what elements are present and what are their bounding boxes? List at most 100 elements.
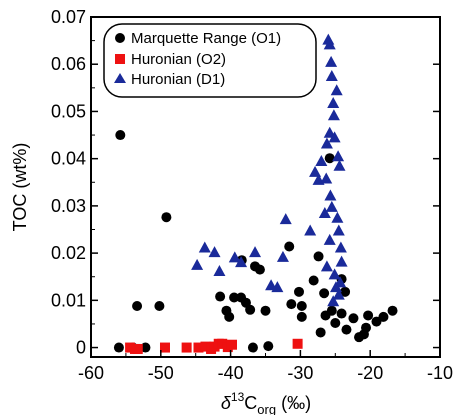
data-point-circle bbox=[378, 311, 389, 322]
data-point-circle bbox=[340, 286, 351, 297]
data-point-circle bbox=[324, 153, 335, 164]
y-axis-label: TOC (wt%) bbox=[10, 143, 30, 232]
data-point-circle bbox=[161, 212, 172, 223]
y-tick-label: 0.06 bbox=[51, 54, 86, 74]
data-point-circle bbox=[326, 305, 337, 316]
data-point-triangle bbox=[304, 224, 317, 236]
data-point-square bbox=[200, 341, 211, 352]
data-point-circle bbox=[336, 308, 347, 319]
data-point-triangle bbox=[335, 255, 348, 267]
x-tick-label: -40 bbox=[218, 363, 244, 383]
y-tick-label: 0.04 bbox=[51, 149, 86, 169]
data-point-triangle bbox=[334, 276, 347, 288]
data-point-triangle bbox=[320, 260, 333, 272]
x-label-sub: org bbox=[257, 402, 276, 415]
data-point-square bbox=[132, 343, 143, 354]
data-point-triangle bbox=[235, 256, 248, 268]
data-point-triangle bbox=[320, 172, 333, 184]
data-point-circle bbox=[140, 342, 151, 353]
data-point-triangle bbox=[328, 131, 341, 143]
legend-label-marquette: Marquette Range (O1) bbox=[131, 30, 281, 47]
x-tick-label: -60 bbox=[78, 363, 104, 383]
data-point-triangle bbox=[332, 224, 345, 236]
data-point-triangle bbox=[325, 200, 338, 212]
data-point-circle bbox=[308, 275, 319, 286]
data-marks bbox=[113, 33, 398, 354]
data-point-triangle bbox=[271, 281, 284, 293]
data-point-triangle bbox=[213, 265, 226, 277]
data-point-triangle bbox=[327, 96, 340, 108]
data-point-circle bbox=[254, 264, 265, 275]
x-label-unit: (‰) bbox=[276, 393, 311, 413]
data-point-circle bbox=[341, 324, 352, 335]
y-tick-label: 0.02 bbox=[51, 243, 86, 263]
data-point-triangle bbox=[228, 251, 241, 263]
x-axis: -60 -50 -40 -30 -20 -10 bbox=[78, 350, 453, 383]
data-point-circle bbox=[260, 305, 271, 316]
x-tick-label: -30 bbox=[287, 363, 313, 383]
data-point-triangle bbox=[331, 211, 344, 223]
data-point-circle bbox=[284, 241, 295, 252]
data-point-square bbox=[159, 342, 170, 353]
data-point-triangle bbox=[309, 165, 322, 177]
data-point-triangle bbox=[198, 241, 211, 253]
data-point-circle bbox=[387, 305, 398, 316]
x-tick-label: -10 bbox=[427, 363, 453, 383]
legend-marker-huronian-o2 bbox=[115, 54, 125, 64]
data-point-square bbox=[181, 342, 192, 353]
legend-label-huronian-o2: Huronian (O2) bbox=[131, 51, 226, 68]
data-point-circle bbox=[296, 301, 307, 311]
y-tick-label: 0.03 bbox=[51, 196, 86, 216]
x-label-main: C bbox=[244, 393, 257, 413]
data-point-triangle bbox=[327, 109, 340, 121]
x-axis-label: δ13Corg (‰) bbox=[221, 390, 311, 415]
data-point-circle bbox=[294, 286, 305, 297]
data-point-circle bbox=[263, 341, 274, 352]
data-point-triangle bbox=[328, 268, 341, 280]
data-point-circle bbox=[154, 301, 165, 311]
y-tick-label: 0.07 bbox=[51, 7, 86, 27]
data-point-circle bbox=[115, 130, 126, 141]
data-point-triangle bbox=[276, 250, 289, 262]
data-point-circle bbox=[371, 316, 382, 327]
data-point-triangle bbox=[279, 213, 292, 225]
x-label-delta: δ bbox=[221, 393, 232, 413]
data-point-triangle bbox=[191, 258, 204, 270]
data-point-triangle bbox=[324, 189, 337, 201]
data-point-circle bbox=[330, 318, 341, 328]
data-point-triangle bbox=[320, 137, 333, 149]
data-point-circle bbox=[361, 322, 372, 333]
data-point-triangle bbox=[323, 38, 336, 50]
data-point-triangle bbox=[318, 206, 331, 218]
data-point-circle bbox=[229, 292, 240, 303]
data-point-triangle bbox=[325, 70, 338, 82]
data-point-circle bbox=[224, 311, 235, 322]
data-point-circle bbox=[247, 342, 258, 353]
data-point-triangle bbox=[333, 159, 346, 171]
data-point-triangle bbox=[332, 288, 345, 300]
legend-box bbox=[103, 23, 317, 98]
data-point-circle bbox=[132, 301, 143, 311]
y-tick-label: 0.05 bbox=[51, 101, 86, 121]
x-tick-label: -20 bbox=[357, 363, 383, 383]
data-point-circle bbox=[296, 311, 307, 322]
legend-marker-huronian-d1 bbox=[114, 73, 126, 83]
data-point-triangle bbox=[315, 155, 328, 167]
data-point-circle bbox=[315, 327, 326, 338]
data-point-triangle bbox=[332, 150, 345, 162]
data-point-square bbox=[193, 342, 204, 353]
legend-label-huronian-d1: Huronian (D1) bbox=[131, 71, 225, 88]
data-point-circle bbox=[313, 251, 324, 262]
data-point-triangle bbox=[208, 246, 221, 258]
data-point-triangle bbox=[334, 241, 347, 253]
data-point-square bbox=[292, 338, 303, 349]
data-point-triangle bbox=[330, 84, 343, 96]
data-point-square bbox=[217, 338, 228, 349]
x-tick-label: -50 bbox=[148, 363, 174, 383]
data-point-triangle bbox=[249, 246, 262, 258]
data-point-circle bbox=[286, 299, 297, 310]
legend-marker-marquette bbox=[115, 33, 125, 43]
data-point-circle bbox=[215, 291, 226, 302]
y-axis: 0 0.01 0.02 0.03 0.04 0.05 0.06 0.07 bbox=[51, 7, 440, 358]
